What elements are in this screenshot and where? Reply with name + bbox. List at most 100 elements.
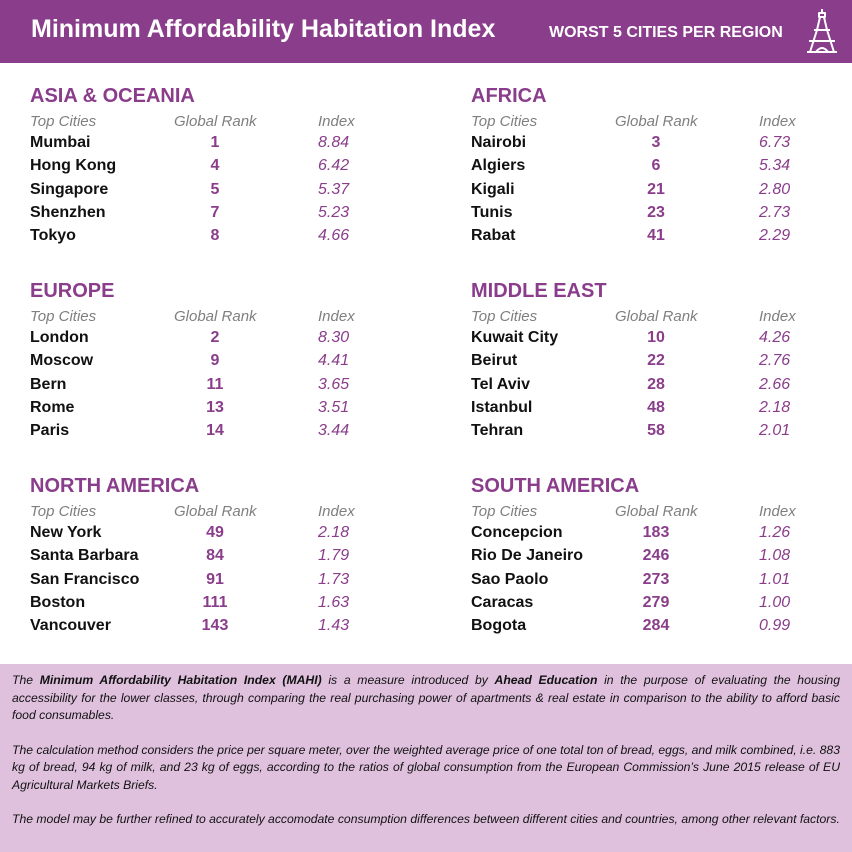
column-header-index: Index [759,113,796,130]
city-name: Singapore [30,181,109,198]
city-name: Istanbul [471,399,533,416]
global-rank: 11 [206,376,224,393]
index-value: 2.18 [759,399,791,416]
city-name: Rome [30,399,75,416]
column-header-rank: Global Rank [615,503,698,520]
global-rank: 14 [206,422,224,439]
column-header-rank: Global Rank [174,503,257,520]
global-rank: 22 [647,352,665,369]
global-rank: 246 [642,547,670,564]
column-header-index: Index [759,503,796,520]
column-header-index: Index [759,308,796,325]
column-header-index: Index [318,503,355,520]
city-name: San Francisco [30,571,140,588]
table-row: Bogota 284 0.99 [471,617,811,640]
table-row: Sao Paolo 273 1.01 [471,571,811,594]
column-header-city: Top Cities [471,503,538,520]
city-name: London [30,329,89,346]
index-value: 8.84 [318,134,350,151]
page-title: Minimum Affordability Habitation Index [31,15,496,43]
footer-paragraph: The model may be further refined to accu… [12,812,840,826]
city-name: Kuwait City [471,329,559,346]
footer-paragraph: The calculation method considers the pri… [12,742,840,792]
global-rank: 9 [210,352,220,369]
city-name: Rabat [471,227,516,244]
table-row: New York 49 2.18 [30,524,370,547]
table-row: London 2 8.30 [30,329,370,352]
global-rank: 23 [647,204,665,221]
index-value: 3.51 [318,399,350,416]
table-row: Tokyo 8 4.66 [30,227,370,250]
global-rank: 84 [206,547,224,564]
column-header-rank: Global Rank [615,113,698,130]
table-row: Boston 111 1.63 [30,594,370,617]
global-rank: 91 [206,571,224,588]
table-row: Tunis 23 2.73 [471,204,811,227]
global-rank: 284 [642,617,670,634]
table-row: Rabat 41 2.29 [471,227,811,250]
global-rank: 28 [647,376,665,393]
table-row: Bern 11 3.65 [30,376,370,399]
city-name: Tel Aviv [471,376,530,393]
index-value: 4.66 [318,227,350,244]
page-subtitle: WORST 5 CITIES PER REGION [549,24,783,41]
global-rank: 183 [642,524,670,541]
table-row: Mumbai 1 8.84 [30,134,370,157]
column-header-index: Index [318,308,355,325]
city-name: Tunis [471,204,513,221]
city-name: Caracas [471,594,534,611]
global-rank: 48 [647,399,665,416]
index-name-bold: Minimum Affordability Habitation Index (… [39,673,322,687]
global-rank: 1 [210,134,220,151]
column-header-city: Top Cities [30,308,97,325]
global-rank: 13 [206,399,224,416]
city-name: Paris [30,422,70,439]
global-rank: 8 [210,227,220,244]
global-rank: 41 [647,227,665,244]
header-banner: Minimum Affordability Habitation Index W… [0,0,852,63]
region-title: AFRICA [471,85,547,107]
footer-text: in the purpose of evaluating the housing… [12,673,840,722]
table-row: Kigali 21 2.80 [471,181,811,204]
index-value: 6.42 [318,157,350,174]
table-row: Moscow 9 4.41 [30,352,370,375]
city-name: Shenzhen [30,204,106,221]
table-row: Santa Barbara 84 1.79 [30,547,370,570]
region-title: ASIA & OCEANIA [30,85,195,107]
index-value: 4.41 [318,352,350,369]
city-name: Nairobi [471,134,527,151]
global-rank: 111 [202,594,228,611]
table-row: Concepcion 183 1.26 [471,524,811,547]
table-row: Algiers 6 5.34 [471,157,811,180]
table-row: Hong Kong 4 6.42 [30,157,370,180]
city-name: Bogota [471,617,527,634]
city-name: Tokyo [30,227,76,244]
table-row: Istanbul 48 2.18 [471,399,811,422]
region-title: SOUTH AMERICA [471,475,640,497]
global-rank: 7 [210,204,220,221]
column-header-rank: Global Rank [174,113,257,130]
index-value: 2.73 [759,204,791,221]
index-value: 2.66 [759,376,791,393]
index-value: 5.23 [318,204,350,221]
global-rank: 4 [210,157,220,174]
global-rank: 279 [642,594,670,611]
city-name: Sao Paolo [471,571,549,588]
city-name: New York [30,524,102,541]
table-row: Tehran 58 2.01 [471,422,811,445]
city-name: Moscow [30,352,94,369]
index-value: 1.73 [318,571,350,588]
city-name: Kigali [471,181,515,198]
index-value: 1.00 [759,594,791,611]
table-row: Kuwait City 10 4.26 [471,329,811,352]
organization-name-bold: Ahead Education [494,673,598,687]
table-row: San Francisco 91 1.73 [30,571,370,594]
city-name: Hong Kong [30,157,117,174]
table-row: Rome 13 3.51 [30,399,370,422]
table-row: Singapore 5 5.37 [30,181,370,204]
city-name: Boston [30,594,86,611]
city-name: Tehran [471,422,524,439]
column-header-rank: Global Rank [615,308,698,325]
index-value: 1.43 [318,617,350,634]
global-rank: 273 [642,571,670,588]
